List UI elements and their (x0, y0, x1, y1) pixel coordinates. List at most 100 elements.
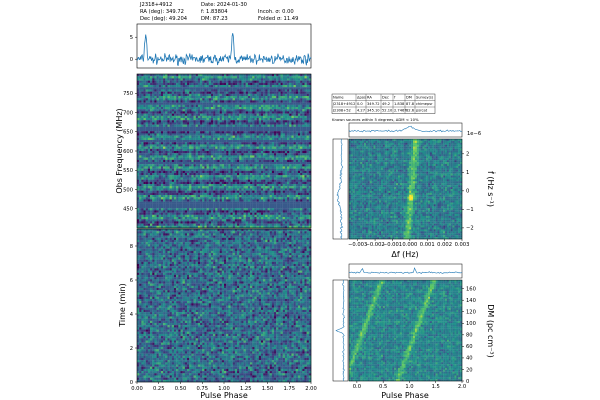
heatmap-cell (180, 91, 183, 94)
heatmap-cell (245, 181, 249, 185)
heatmap-cell (219, 151, 222, 154)
heatmap-cell (258, 126, 262, 130)
heatmap-cell (197, 208, 201, 211)
heatmap-cell (243, 102, 246, 105)
heatmap-cell (195, 93, 199, 97)
heatmap-cell (176, 109, 179, 112)
heatmap-cell (163, 98, 166, 101)
heatmap-cell (263, 78, 266, 81)
heatmap-cell (232, 157, 236, 160)
heatmap-cell (245, 175, 249, 178)
heatmap-cell (234, 197, 238, 200)
heatmap-cell (191, 104, 194, 108)
heatmap-cell (195, 122, 199, 125)
heatmap-cell (274, 175, 277, 178)
heatmap-cell (139, 186, 142, 189)
heatmap-cell (247, 186, 251, 189)
heatmap-cell (152, 78, 155, 81)
heatmap-cell (256, 118, 259, 121)
heatmap-cell (215, 104, 218, 108)
heatmap-cell (297, 100, 301, 103)
heatmap-cell (234, 93, 238, 97)
heatmap-cell (274, 140, 277, 143)
heatmap-cell (234, 140, 238, 143)
heatmap-cell (156, 91, 159, 94)
heatmap-cell (287, 104, 290, 108)
heatmap-cell (213, 173, 216, 176)
heatmap-cell (256, 144, 259, 147)
heatmap-cell (254, 170, 257, 174)
heatmap-cell (187, 144, 190, 147)
heatmap-cell (208, 85, 212, 88)
heatmap-cell (141, 159, 144, 163)
heatmap-cell (171, 197, 175, 200)
heatmap-cell (143, 118, 146, 121)
heatmap-cell (176, 210, 179, 213)
heatmap-cell (276, 140, 279, 143)
heatmap-cell (232, 118, 236, 121)
heatmap-cell (193, 124, 196, 127)
heatmap-cell (306, 208, 309, 211)
heatmap-cell (137, 159, 140, 163)
heatmap-cell (145, 186, 149, 189)
heatmap-cell (180, 78, 183, 81)
heatmap-cell (247, 157, 251, 160)
heatmap-cell (180, 155, 183, 158)
heatmap-cell (269, 208, 272, 211)
heatmap-cell (232, 164, 236, 167)
heatmap-cell (263, 89, 266, 92)
heatmap-cell (213, 96, 216, 99)
heatmap-cell (276, 164, 279, 167)
heatmap-cell (219, 146, 222, 149)
heatmap-cell (147, 184, 151, 187)
heatmap-cell (176, 168, 179, 171)
heatmap-cell (163, 201, 166, 204)
heatmap-cell (306, 177, 309, 180)
heatmap-cell (247, 100, 251, 103)
heatmap-cell (230, 96, 233, 99)
heatmap-cell (239, 89, 242, 92)
heatmap-cell (150, 146, 153, 149)
heatmap-cell (256, 199, 259, 202)
heatmap-cell (152, 151, 155, 154)
heatmap-cell (289, 87, 292, 90)
heatmap-cell (197, 195, 201, 198)
heatmap-cell (263, 76, 266, 79)
heatmap-cell (180, 146, 183, 149)
heatmap-cell (256, 188, 259, 191)
heatmap-cell (232, 124, 236, 127)
heatmap-cell (258, 177, 262, 180)
heatmap-cell (304, 208, 307, 211)
heatmap-cell (145, 102, 149, 105)
heatmap-cell (169, 107, 172, 110)
heatmap-cell (191, 124, 194, 127)
heatmap-cell (137, 177, 140, 180)
heatmap-cell (269, 100, 272, 103)
heatmap-cell (176, 124, 179, 127)
heatmap-cell (160, 210, 164, 213)
heatmap-cell (187, 100, 190, 103)
heatmap-cell (160, 109, 164, 112)
heatmap-cell (224, 100, 227, 103)
heatmap-cell (226, 188, 229, 191)
heatmap-cell (280, 206, 283, 209)
heatmap-cell (269, 153, 272, 156)
heatmap-cell (165, 135, 168, 138)
heatmap-cell (173, 159, 177, 163)
heatmap-cell (200, 126, 203, 130)
heatmap-cell (176, 122, 179, 125)
heatmap-cell (137, 170, 140, 174)
heatmap-cell (276, 155, 279, 158)
heatmap-cell (230, 173, 233, 176)
heatmap-cell (308, 131, 312, 134)
heatmap-cell (276, 146, 279, 149)
heatmap-cell (200, 201, 203, 204)
heatmap-cell (234, 91, 238, 94)
heatmap-cell (297, 104, 301, 108)
heatmap-cell (217, 93, 220, 97)
heatmap-cell (215, 124, 218, 127)
heatmap-cell (182, 111, 185, 114)
heatmap-cell (147, 144, 151, 147)
heatmap-cell (163, 168, 166, 171)
heatmap-cell (176, 201, 179, 204)
